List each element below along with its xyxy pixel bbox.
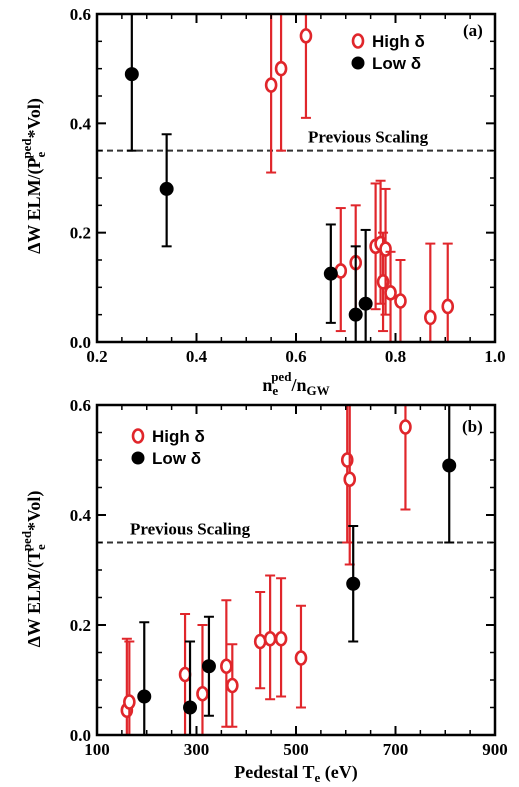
- panel-a-ytick-label: 0.4: [70, 114, 92, 133]
- panel-a-ylabel: ΔW ELM/(Peped*Vol): [19, 98, 48, 254]
- panel-a-legend-label: High δ: [372, 32, 425, 51]
- panel-b-ytick-label: 0.6: [70, 396, 91, 415]
- panel-b-ytick-label: 0.0: [70, 726, 91, 745]
- panel-b-ytick-label: 0.4: [70, 506, 92, 525]
- panel-a-xlabel: neped/nGW: [262, 369, 329, 398]
- panel-b-point-low-delta: [442, 458, 457, 473]
- panel-a: ΔW ELM/(Peped*Vol) neped/nGW Previous Sc…: [19, 5, 506, 398]
- panel-a-point-low-delta: [358, 296, 373, 311]
- panel-b-ylabel: ΔW ELM/(Teped*Vol): [19, 491, 48, 648]
- panel-b-point-high-delta: [253, 633, 267, 650]
- panel-b-xtick-label: 500: [283, 740, 309, 759]
- panel-b-legend-marker-low: [131, 451, 145, 465]
- panel-a-point-high-delta: [379, 241, 392, 257]
- panel-a-panel-label: (a): [463, 21, 483, 40]
- panel-b-xtick-label: 900: [482, 740, 508, 759]
- panel-a-xtick-label: 0.6: [285, 347, 306, 366]
- panel-a-ytick-label: 0.6: [70, 5, 91, 24]
- panel-b-legend-label: High δ: [152, 427, 205, 446]
- panel-b-point-high-delta: [343, 471, 357, 488]
- panel-b-point-high-delta: [220, 658, 233, 675]
- panel-b-ytick-label: 0.2: [70, 616, 91, 635]
- panel-a-point-low-delta: [124, 67, 139, 82]
- panel-a-point-low-delta: [323, 266, 338, 281]
- panel-b-reference-label: Previous Scaling: [130, 520, 251, 539]
- panel-b-panel-label: (b): [462, 417, 483, 436]
- panel-b-legend-label: Low δ: [152, 449, 201, 468]
- panel-a-point-low-delta: [348, 307, 363, 322]
- panel-b-point-low-delta: [346, 576, 361, 591]
- panel-b-legend-marker-high: [131, 428, 145, 444]
- panel-a-legend-marker-low: [351, 56, 365, 70]
- panel-b-point-low-delta: [201, 659, 216, 674]
- panel-a-point-high-delta: [299, 28, 313, 44]
- panel-a-xtick-label: 1.0: [484, 347, 505, 366]
- panel-b-point-high-delta: [226, 677, 239, 694]
- panel-a-point-high-delta: [264, 77, 278, 93]
- panel-a-data: [124, 14, 455, 342]
- panel-b-xtick-label: 100: [84, 740, 110, 759]
- panel-a-ytick-label: 0.0: [70, 333, 91, 352]
- panel-a-legend-marker-high: [351, 33, 365, 49]
- panel-a-point-high-delta: [384, 284, 397, 301]
- panel-b-point-high-delta: [294, 650, 308, 666]
- panel-a-point-high-delta: [274, 60, 288, 77]
- panel-b-point-high-delta: [178, 666, 192, 683]
- panel-a-xtick-label: 0.4: [186, 347, 208, 366]
- panel-b-data: [120, 405, 457, 735]
- panel-b-point-high-delta: [263, 630, 277, 647]
- panel-b-point-low-delta: [137, 689, 152, 704]
- panel-b-xtick-label: 300: [184, 740, 210, 759]
- panel-a-ytick-label: 0.2: [70, 224, 91, 243]
- panel-b-xlabel: Pedestal Te (eV): [234, 762, 357, 785]
- panel-a-point-high-delta: [441, 298, 455, 315]
- panel-a-xtick-label: 0.2: [86, 347, 107, 366]
- panel-b-point-low-delta: [183, 700, 198, 715]
- panel-a-point-low-delta: [159, 181, 174, 196]
- panel-a-reference-label: Previous Scaling: [308, 128, 429, 147]
- panel-b-point-high-delta: [123, 694, 136, 710]
- panel-a-point-high-delta: [394, 293, 407, 309]
- panel-a-frame: [95, 12, 497, 344]
- panel-b-point-high-delta: [274, 630, 288, 647]
- panel-a-legend-label: Low δ: [372, 54, 421, 73]
- panel-b: ΔW ELM/(Teped*Vol) Pedestal Te (eV) Prev…: [19, 396, 508, 785]
- panel-b-point-high-delta: [399, 419, 412, 435]
- panel-b-xtick-label: 700: [383, 740, 409, 759]
- panel-b-point-high-delta: [196, 685, 209, 702]
- panel-a-point-high-delta: [424, 309, 437, 326]
- panel-a-xtick-label: 0.8: [385, 347, 406, 366]
